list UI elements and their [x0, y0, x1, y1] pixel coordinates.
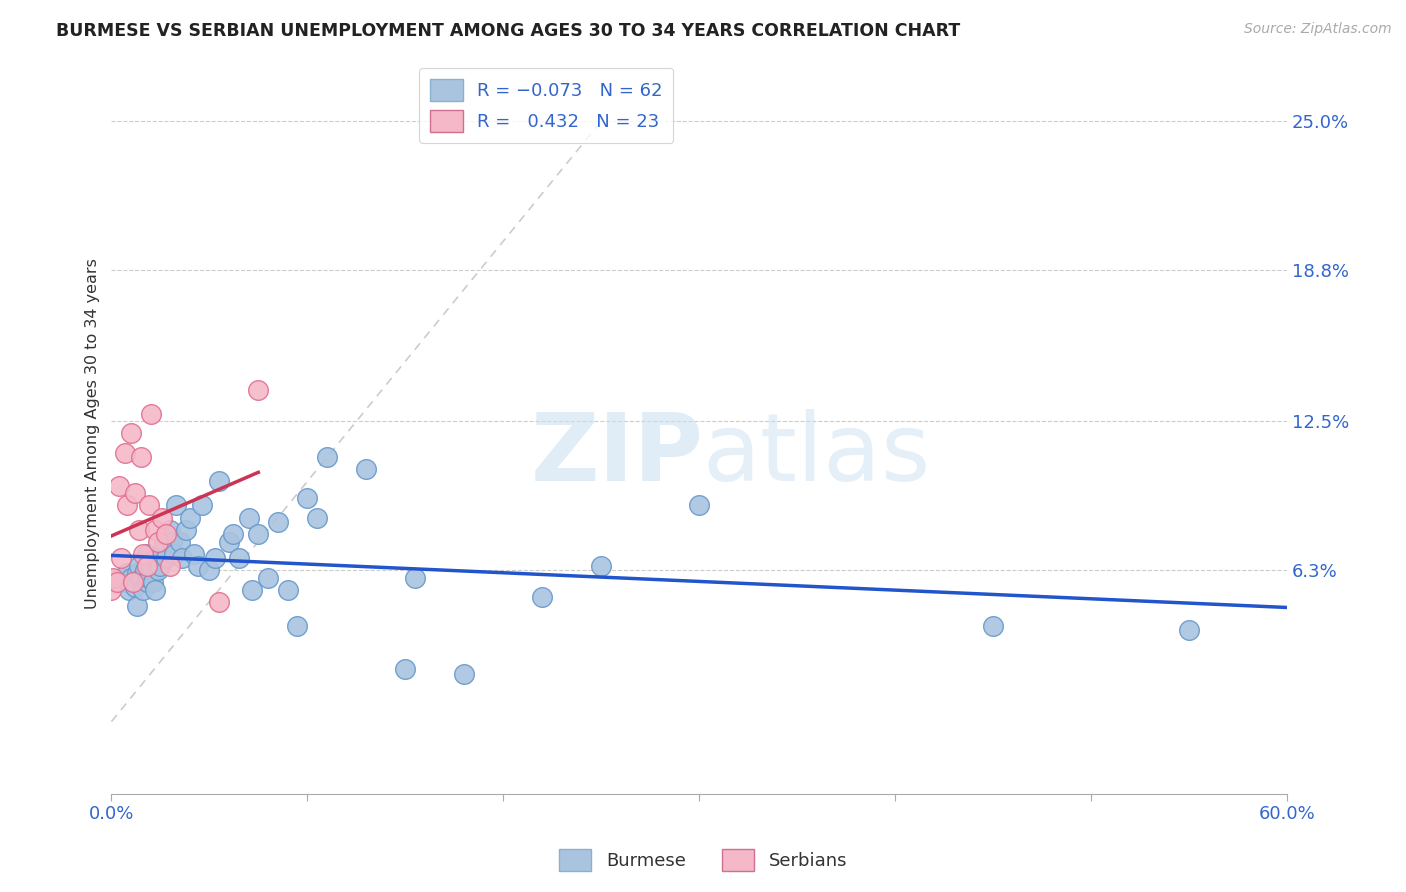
Point — [105, 575, 128, 590]
Point — [115, 566, 138, 580]
Point — [150, 547, 173, 561]
Point — [125, 566, 148, 580]
Point — [198, 563, 221, 577]
Point — [138, 499, 160, 513]
Point — [145, 551, 167, 566]
Point — [404, 570, 426, 584]
Point — [155, 527, 177, 541]
Point — [297, 491, 319, 506]
Point — [155, 551, 177, 566]
Text: ZIP: ZIP — [530, 409, 703, 501]
Point — [114, 445, 136, 459]
Point — [110, 551, 132, 566]
Point — [187, 558, 209, 573]
Point — [315, 450, 337, 465]
Point — [110, 570, 132, 584]
Point — [981, 618, 1004, 632]
Point — [179, 510, 201, 524]
Point — [208, 594, 231, 608]
Point — [242, 582, 264, 597]
Point — [124, 580, 146, 594]
Point — [108, 479, 131, 493]
Point — [103, 570, 125, 584]
Point — [190, 499, 212, 513]
Y-axis label: Unemployment Among Ages 30 to 34 years: Unemployment Among Ages 30 to 34 years — [86, 258, 100, 609]
Point — [115, 499, 138, 513]
Point — [100, 582, 122, 597]
Point — [125, 599, 148, 614]
Point — [170, 551, 193, 566]
Point — [143, 523, 166, 537]
Text: Source: ZipAtlas.com: Source: ZipAtlas.com — [1244, 22, 1392, 37]
Point — [222, 527, 245, 541]
Point — [114, 575, 136, 590]
Point — [394, 662, 416, 676]
Point — [148, 534, 170, 549]
Point — [105, 575, 128, 590]
Point — [1177, 624, 1199, 638]
Point — [128, 558, 150, 573]
Point — [120, 570, 142, 584]
Point — [124, 486, 146, 500]
Point — [143, 582, 166, 597]
Point — [453, 666, 475, 681]
Point — [688, 499, 710, 513]
Text: BURMESE VS SERBIAN UNEMPLOYMENT AMONG AGES 30 TO 34 YEARS CORRELATION CHART: BURMESE VS SERBIAN UNEMPLOYMENT AMONG AG… — [56, 22, 960, 40]
Point — [149, 558, 172, 573]
Point — [139, 558, 162, 573]
Point — [228, 551, 250, 566]
Point — [122, 575, 145, 590]
Point — [128, 523, 150, 537]
Point — [132, 547, 155, 561]
Point — [307, 510, 329, 524]
Point — [122, 575, 145, 590]
Point — [118, 582, 141, 597]
Point — [132, 582, 155, 597]
Point — [287, 618, 309, 632]
Legend: Burmese, Serbians: Burmese, Serbians — [551, 842, 855, 879]
Point — [148, 563, 170, 577]
Point — [139, 407, 162, 421]
Point — [129, 450, 152, 465]
Point — [138, 570, 160, 584]
Point — [134, 563, 156, 577]
Point — [218, 534, 240, 549]
Point — [247, 527, 270, 541]
Point — [135, 575, 157, 590]
Point — [153, 534, 176, 549]
Point — [531, 590, 554, 604]
Point — [277, 582, 299, 597]
Point — [183, 547, 205, 561]
Point — [160, 534, 183, 549]
Point — [247, 383, 270, 397]
Point — [165, 499, 187, 513]
Point — [135, 558, 157, 573]
Point — [257, 570, 280, 584]
Point — [120, 426, 142, 441]
Point — [169, 534, 191, 549]
Point — [267, 516, 290, 530]
Point — [159, 558, 181, 573]
Point — [135, 547, 157, 561]
Legend: R = −0.073   N = 62, R =   0.432   N = 23: R = −0.073 N = 62, R = 0.432 N = 23 — [419, 68, 673, 143]
Point — [591, 558, 613, 573]
Point — [159, 523, 181, 537]
Point — [204, 551, 226, 566]
Point — [150, 510, 173, 524]
Point — [354, 462, 377, 476]
Point — [208, 475, 231, 489]
Text: atlas: atlas — [703, 409, 931, 501]
Point — [141, 575, 163, 590]
Point — [163, 547, 186, 561]
Point — [174, 523, 197, 537]
Point — [238, 510, 260, 524]
Point — [129, 570, 152, 584]
